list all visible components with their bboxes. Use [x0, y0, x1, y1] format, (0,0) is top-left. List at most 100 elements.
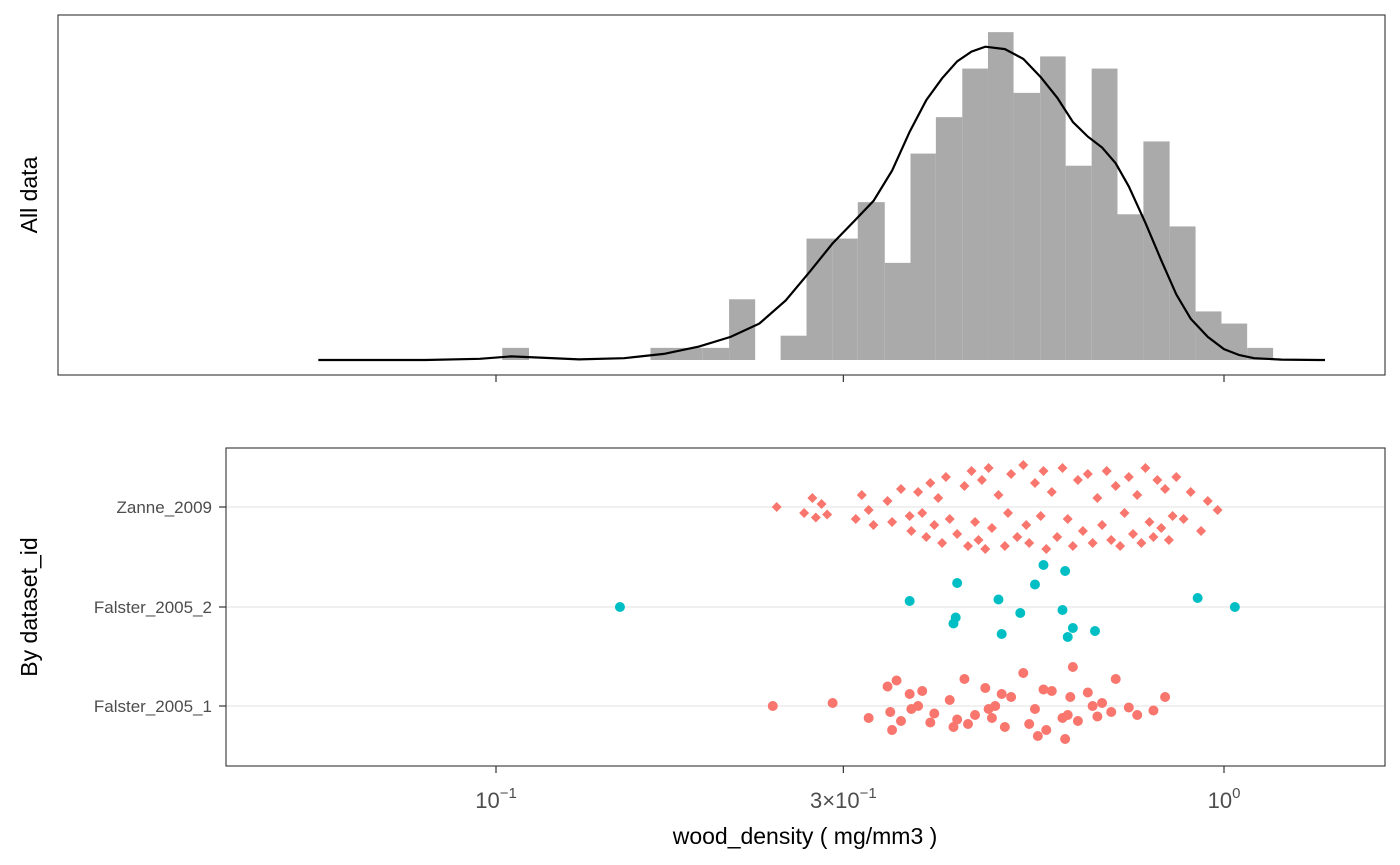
data-point	[980, 544, 991, 554]
histogram-bar	[1040, 56, 1066, 361]
data-point	[810, 512, 821, 523]
data-point	[1212, 505, 1223, 515]
data-point	[1090, 626, 1101, 636]
data-point	[807, 493, 818, 503]
y-category-label: Falster_2005_2	[94, 598, 212, 617]
data-point	[1115, 541, 1126, 551]
data-point	[1067, 623, 1078, 633]
data-point	[799, 508, 810, 518]
data-point	[1015, 608, 1026, 618]
data-point	[1160, 484, 1171, 494]
category-gridlines	[226, 506, 1385, 707]
data-point	[1038, 466, 1049, 476]
data-point	[963, 719, 974, 729]
data-point	[913, 487, 924, 497]
data-point	[1119, 508, 1130, 518]
data-point	[614, 602, 625, 612]
data-point	[1144, 517, 1155, 527]
data-point	[963, 541, 974, 551]
top-y-axis-title: All data	[16, 156, 42, 233]
data-point	[1006, 469, 1017, 479]
data-point	[959, 481, 970, 491]
data-point	[999, 541, 1010, 551]
density-curve	[318, 45, 1325, 362]
data-point	[1029, 579, 1040, 590]
data-point	[895, 716, 906, 726]
data-point	[917, 686, 928, 696]
bottom-y-axis-title: By dataset_id	[16, 537, 42, 676]
data-point	[1156, 523, 1167, 533]
data-point	[1152, 475, 1163, 485]
data-point	[1110, 674, 1121, 684]
data-point	[863, 713, 874, 723]
y-category-labels: Zanne_2009 Falster_2005_2 Falster_2005_1	[94, 498, 226, 716]
data-point	[999, 722, 1010, 732]
histogram-bar	[1169, 226, 1196, 360]
data-point	[921, 532, 932, 542]
data-point	[882, 496, 893, 506]
data-point	[1202, 496, 1213, 506]
data-point	[1046, 487, 1057, 497]
data-point	[970, 710, 981, 720]
data-point	[891, 675, 902, 686]
data-point	[850, 514, 861, 524]
data-point	[1196, 526, 1207, 536]
histogram-bar	[1065, 165, 1092, 360]
data-point	[993, 594, 1004, 605]
data-point	[895, 484, 906, 494]
data-point	[887, 725, 898, 735]
data-point	[952, 578, 963, 588]
y-category-label: Falster_2005_1	[94, 697, 212, 716]
histogram-bar	[1117, 214, 1144, 360]
data-point	[1185, 487, 1196, 497]
data-point	[952, 714, 963, 725]
data-point	[1132, 710, 1143, 720]
data-point	[1018, 460, 1029, 470]
data-point	[996, 629, 1007, 639]
y-category-label: Zanne_2009	[117, 498, 212, 517]
data-point	[1057, 605, 1068, 615]
data-point	[1140, 463, 1151, 473]
data-point	[1024, 538, 1035, 548]
data-point	[1067, 541, 1078, 551]
scatter-panel: Zanne_2009 Falster_2005_2 Falster_2005_1 1…	[16, 447, 1386, 849]
data-point	[1123, 702, 1134, 713]
data-point	[952, 529, 963, 539]
data-point	[1082, 469, 1093, 479]
x-tick-label: 100	[1208, 785, 1241, 813]
data-point	[944, 695, 955, 705]
data-point	[976, 475, 987, 485]
data-point	[1132, 490, 1143, 500]
histogram-bar	[702, 347, 730, 360]
histogram-bar	[806, 238, 833, 360]
data-point	[986, 713, 997, 723]
data-point	[887, 517, 898, 527]
data-point	[1002, 508, 1013, 518]
data-point	[1229, 602, 1240, 612]
data-point	[1163, 535, 1174, 545]
data-point	[1148, 532, 1159, 542]
histogram-bar	[832, 238, 858, 360]
bottom-x-axis: 10−1 3×10−1 100	[475, 766, 1240, 813]
data-point	[904, 511, 915, 521]
data-point	[1057, 463, 1068, 473]
data-point	[1021, 520, 1032, 530]
data-point	[1018, 668, 1029, 678]
data-point	[966, 466, 977, 476]
data-point	[973, 535, 984, 545]
histogram-bars	[502, 32, 1274, 361]
data-point	[983, 463, 994, 473]
data-point	[944, 514, 955, 524]
data-point	[1062, 632, 1073, 642]
data-point	[1128, 529, 1139, 539]
x-tick-label: 10−1	[475, 785, 517, 813]
histogram-bar	[502, 347, 529, 360]
data-point	[959, 674, 970, 684]
data-point	[1029, 478, 1040, 488]
data-point	[1097, 520, 1108, 530]
data-point	[1060, 734, 1071, 744]
data-point	[1052, 532, 1063, 542]
data-point	[996, 689, 1007, 699]
data-point	[1101, 466, 1112, 476]
